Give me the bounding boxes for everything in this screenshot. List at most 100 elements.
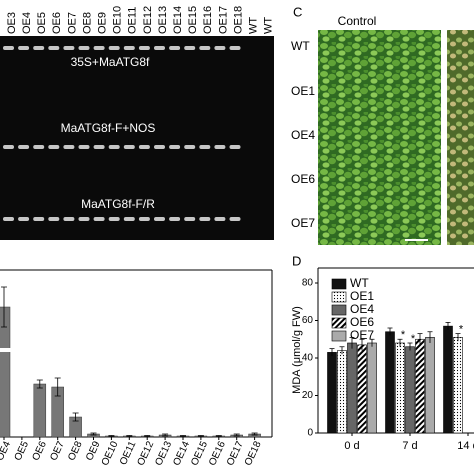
expression-chart: OE4 OE5 OE6 OE7 OE8 OE9OE10OE11OE12OE13OE14OE… [0,269,273,468]
gel-band [169,217,181,221]
row-label: WT [291,39,310,53]
gel-band [169,145,181,149]
gel-band [78,46,90,50]
gel-band [123,145,135,149]
y-tick-label: 80 [302,278,314,289]
row-label: OE4 [291,128,315,142]
legend-label: OE4 [350,302,374,316]
x-tick-label: OE4 [0,439,13,462]
gel-band [63,217,75,221]
lane-label: OE3 [6,12,18,34]
gel-band [48,217,60,221]
gel-band [154,217,165,221]
gel-band [93,145,105,149]
gel-band [78,217,90,221]
bar [0,306,11,438]
gel-band [199,46,211,50]
lane-label: WT [263,17,275,34]
x-tick-label: OE9 [84,439,103,462]
legend-swatch [331,304,347,316]
gel-band [214,46,226,50]
x-tick-label: 7 d [402,440,417,452]
x-tick-label: OE6 [30,439,49,462]
gel-band [154,46,165,50]
y-tick-label: 40 [302,353,314,364]
error-bar [359,338,365,351]
y-tick-label: 0 [307,428,313,439]
error-bar [36,379,43,389]
lane-label: OE6 [51,12,63,34]
bar [337,350,347,434]
x-tick-label: 14 d [457,440,474,452]
gel-band [184,46,196,50]
error-bar [72,412,79,422]
gel-band [229,217,241,221]
error-bar [197,435,204,437]
error-bar [407,342,413,351]
row-label: OE7 [291,216,315,230]
error-bar [90,432,97,436]
gel-band [93,46,105,50]
gel-band [199,145,211,149]
bar [395,342,405,434]
legend-swatch [331,330,347,342]
error-bar [397,338,403,347]
legend-label: OE6 [350,315,374,329]
y-tick-label: 20 [302,390,314,401]
bar [443,325,453,434]
error-bar [339,346,345,355]
bar [405,346,415,434]
bar [425,337,435,434]
primer-label: MaATG8f-F/R [81,197,155,211]
error-bar [233,433,240,437]
bar [347,342,357,434]
panel-label: C [293,4,302,19]
lane-label: OE13 [157,6,169,34]
legend-swatch [331,291,347,303]
gel-band [108,46,120,50]
plant-photo [447,30,474,245]
gel-band [138,217,150,221]
primer-label: 35S+MaATG8f [71,55,150,69]
error-bar [251,432,258,436]
error-bar [427,331,433,343]
legend-swatch [331,278,347,290]
bar [385,331,395,434]
gel-band [3,217,14,221]
significance-mark: * [459,324,464,336]
y-tick-label: 60 [302,315,314,326]
x-tick-label: 0 d [344,440,359,452]
error-bar [126,435,133,437]
gel-band [108,145,120,149]
error-bar [1,286,7,328]
gel-band [18,46,30,50]
gel-band [33,217,45,221]
gel-band [108,217,120,221]
error-bar [215,435,222,437]
gel-band [123,217,135,221]
error-bar [180,435,186,437]
lane-label: OE10 [112,6,124,34]
gel-band [169,46,181,50]
gel-band [3,145,14,149]
x-tick-label: OE5 [13,439,32,462]
gel-band [33,145,45,149]
panel-title: Control [338,14,377,28]
x-tick-label: OE18 [243,439,264,467]
axis-break [0,348,16,352]
lane-label: OE11 [127,7,139,34]
lane-label: WT [248,17,260,34]
gel-band [48,145,60,149]
error-bar [162,433,169,437]
gel-image [0,36,274,240]
lane-label: OE8 [81,12,93,34]
legend-swatch [331,317,347,329]
error-bar [455,333,461,342]
gel-band [184,217,196,221]
error-bar [329,348,335,357]
lane-label: OE12 [142,6,154,34]
row-labels: WT OE1 OE4 OE6 OE7 [291,39,315,230]
gel-band [138,145,150,149]
